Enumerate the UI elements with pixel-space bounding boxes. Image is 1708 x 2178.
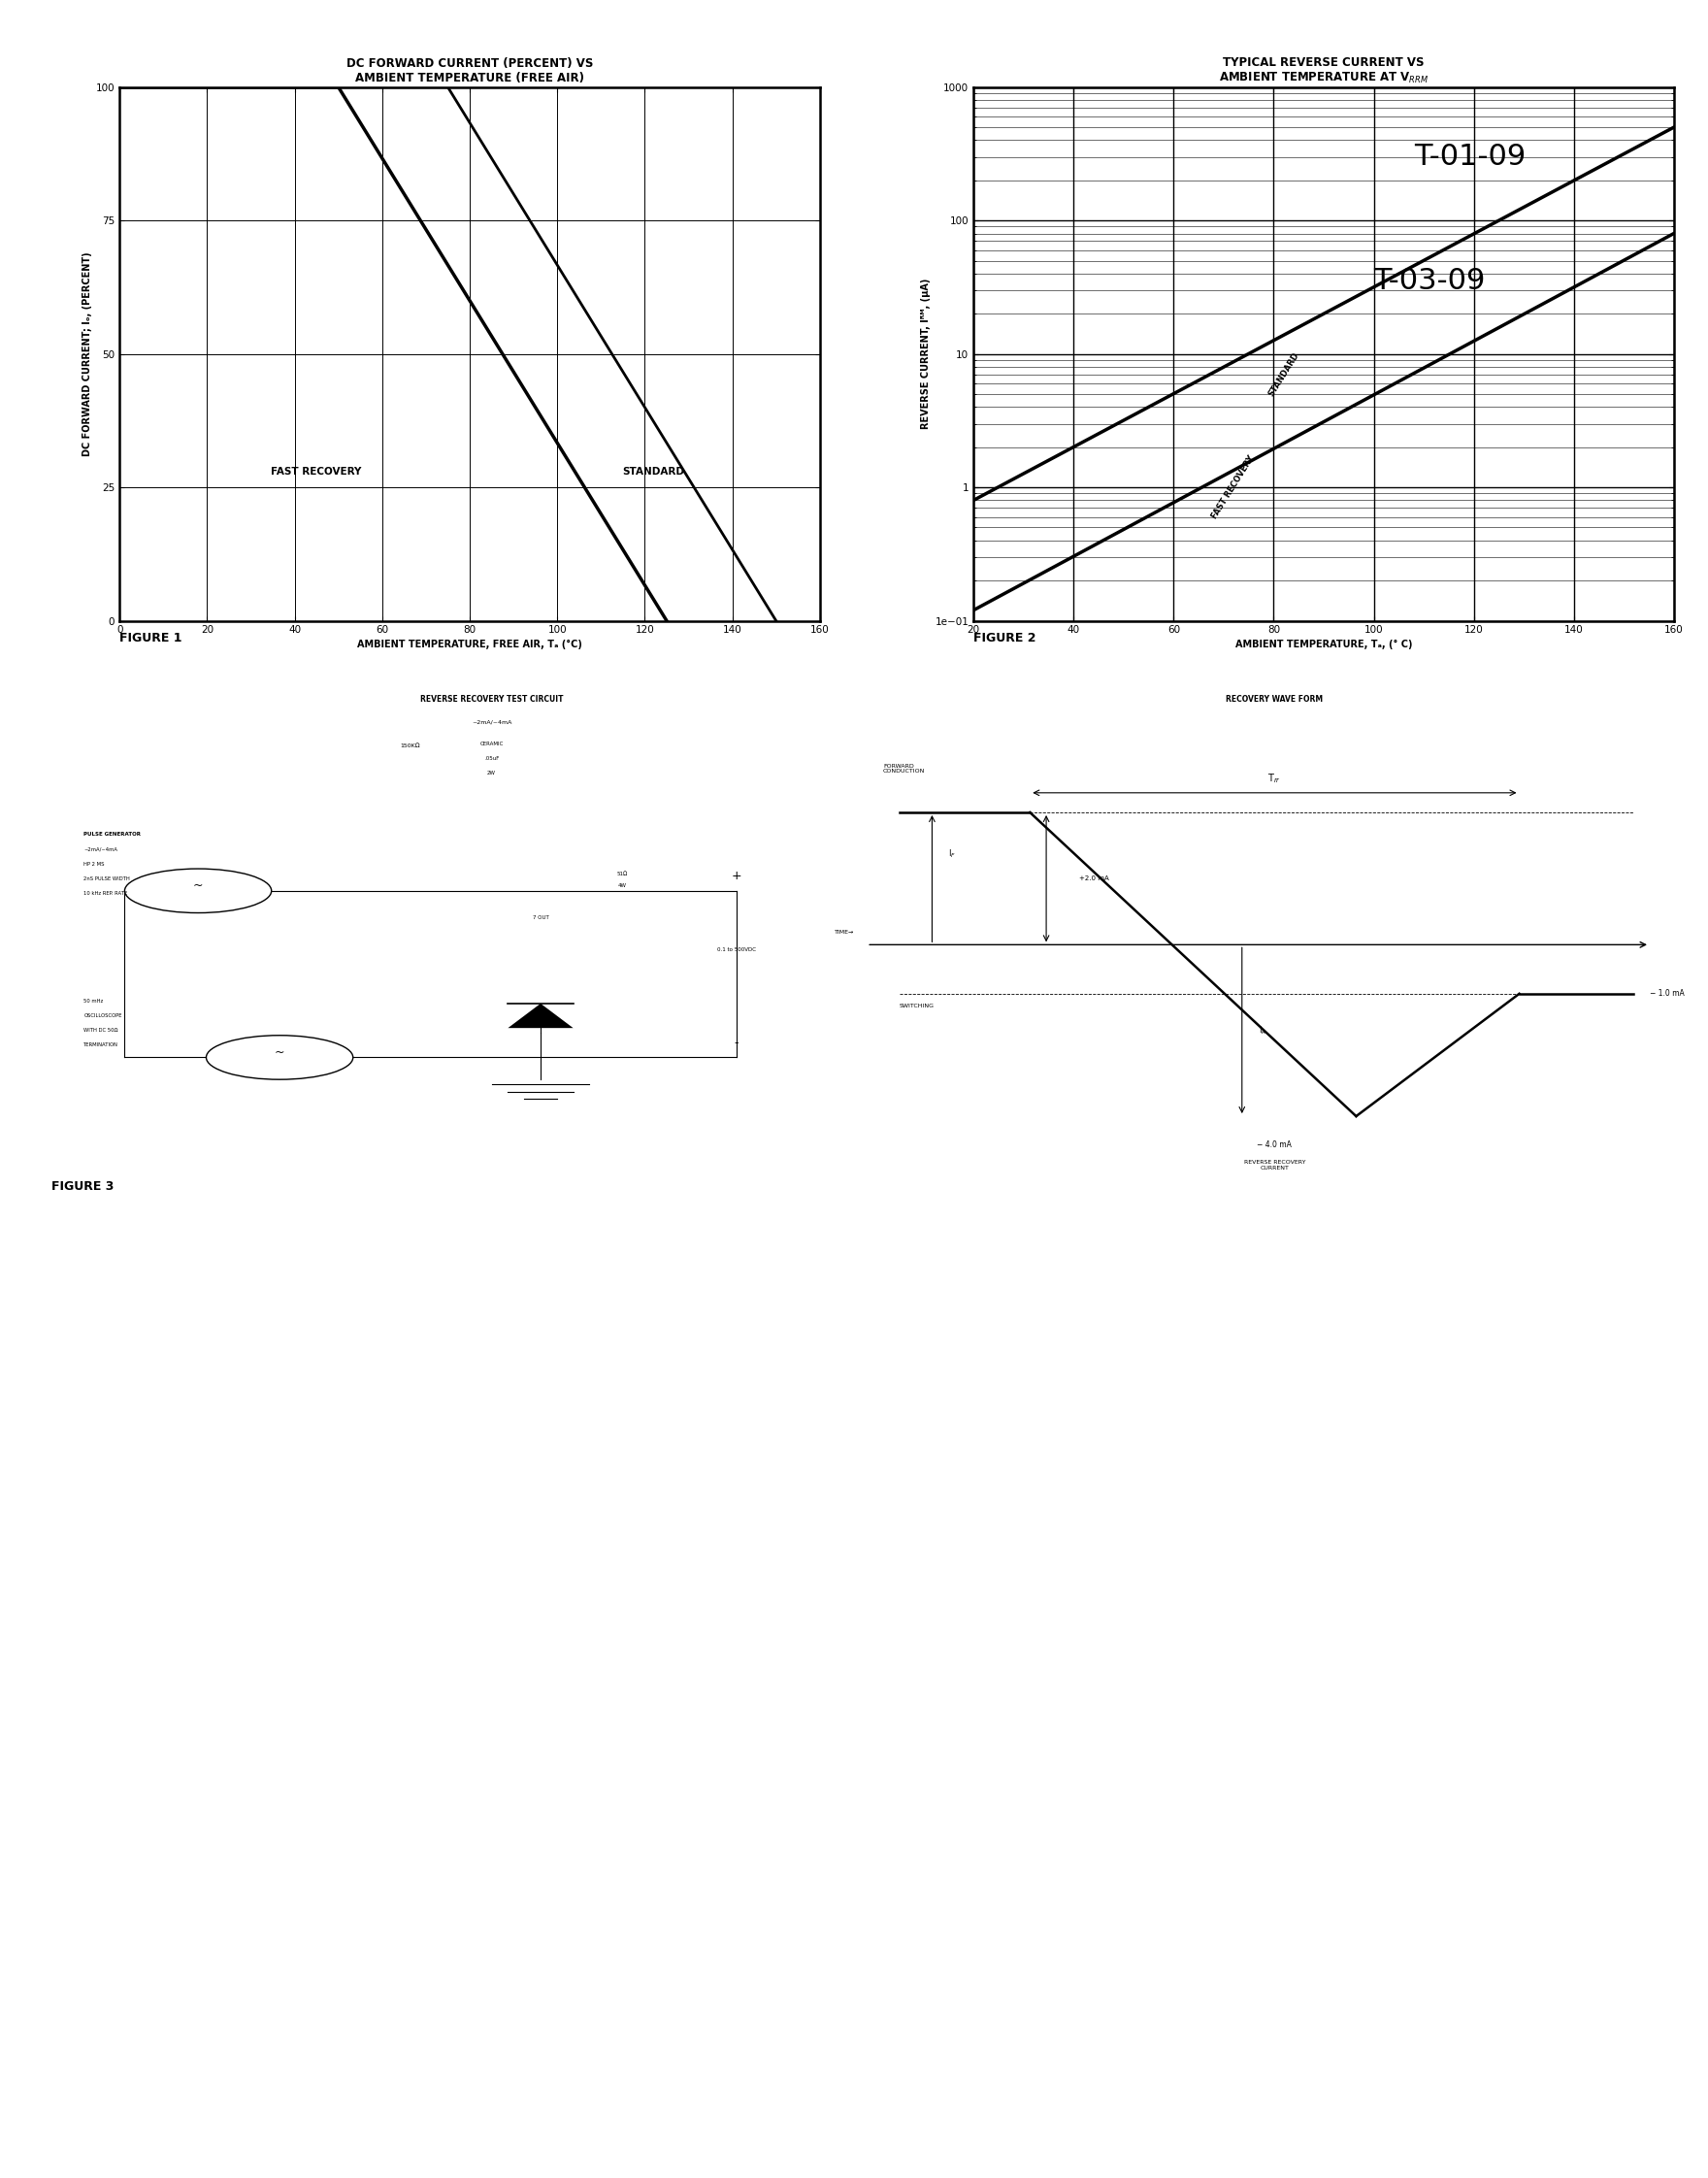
- Text: FAST RECOVERY: FAST RECOVERY: [272, 466, 362, 477]
- Text: STANDARD: STANDARD: [622, 466, 685, 477]
- Text: PULSE GENERATOR: PULSE GENERATOR: [84, 832, 142, 836]
- Text: FORWARD
CONDUCTION: FORWARD CONDUCTION: [883, 764, 926, 773]
- Text: ~2mA/~4mA: ~2mA/~4mA: [471, 719, 512, 723]
- Y-axis label: DC FORWARD CURRENT; Iₒ, (PERCENT): DC FORWARD CURRENT; Iₒ, (PERCENT): [82, 253, 92, 455]
- X-axis label: AMBIENT TEMPERATURE, FREE AIR, Tₐ (°C): AMBIENT TEMPERATURE, FREE AIR, Tₐ (°C): [357, 638, 582, 649]
- Text: − 1.0 mA: − 1.0 mA: [1650, 989, 1684, 998]
- Y-axis label: REVERSE CURRENT, Iᴿᴹ, (µA): REVERSE CURRENT, Iᴿᴹ, (µA): [921, 279, 931, 429]
- Text: − 4.0 mA: − 4.0 mA: [1257, 1141, 1291, 1150]
- Text: OSCILLOSCOPE: OSCILLOSCOPE: [84, 1013, 123, 1017]
- Text: +2.0 mA: +2.0 mA: [1079, 876, 1108, 882]
- Text: 4W: 4W: [618, 884, 627, 889]
- X-axis label: AMBIENT TEMPERATURE, Tₐ, (° C): AMBIENT TEMPERATURE, Tₐ, (° C): [1235, 638, 1413, 649]
- Text: TERMINATION: TERMINATION: [84, 1043, 118, 1048]
- Text: 0.1 to 500VDC: 0.1 to 500VDC: [717, 947, 755, 952]
- Text: .05uF: .05uF: [483, 756, 499, 760]
- Text: WITH DC 50Ω: WITH DC 50Ω: [84, 1028, 118, 1032]
- Text: REVERSE RECOVERY TEST CIRCUIT: REVERSE RECOVERY TEST CIRCUIT: [420, 695, 564, 703]
- Text: 10 kHz REP. RATE: 10 kHz REP. RATE: [84, 891, 128, 895]
- Text: 150KΩ: 150KΩ: [400, 743, 420, 749]
- Text: 2W: 2W: [487, 771, 495, 775]
- Text: STANDARD: STANDARD: [1267, 351, 1301, 399]
- Text: T$_{rr}$: T$_{rr}$: [1267, 771, 1281, 784]
- Text: RECOVERY WAVE FORM: RECOVERY WAVE FORM: [1226, 695, 1324, 703]
- Polygon shape: [507, 1004, 574, 1028]
- Text: REVERSE RECOVERY
CURRENT: REVERSE RECOVERY CURRENT: [1243, 1161, 1305, 1172]
- Text: TIME→: TIME→: [834, 930, 854, 934]
- Text: HP 2 MS: HP 2 MS: [84, 860, 104, 867]
- Title: TYPICAL REVERSE CURRENT VS
AMBIENT TEMPERATURE AT V$_{RRM}$: TYPICAL REVERSE CURRENT VS AMBIENT TEMPE…: [1220, 57, 1428, 85]
- Text: 50 mHz: 50 mHz: [84, 998, 104, 1004]
- Text: -: -: [734, 1037, 738, 1050]
- Text: I$_F$: I$_F$: [948, 847, 956, 860]
- Text: T-01-09: T-01-09: [1414, 144, 1525, 170]
- Text: +: +: [731, 869, 741, 882]
- Text: 2nS PULSE WIDTH: 2nS PULSE WIDTH: [84, 876, 130, 880]
- Text: I$_R$: I$_R$: [1259, 1024, 1266, 1037]
- Text: ~: ~: [193, 880, 203, 893]
- Text: 51Ω: 51Ω: [617, 871, 627, 876]
- Text: ~2mA/~4mA: ~2mA/~4mA: [84, 847, 118, 852]
- Text: 7 OUT: 7 OUT: [533, 915, 548, 919]
- Text: ~: ~: [275, 1045, 285, 1059]
- Text: FIGURE 1: FIGURE 1: [120, 632, 183, 645]
- Text: CERAMIC: CERAMIC: [480, 741, 504, 747]
- Title: DC FORWARD CURRENT (PERCENT) VS
AMBIENT TEMPERATURE (FREE AIR): DC FORWARD CURRENT (PERCENT) VS AMBIENT …: [347, 57, 593, 85]
- Text: FIGURE 3: FIGURE 3: [51, 1180, 114, 1194]
- Text: FIGURE 2: FIGURE 2: [974, 632, 1037, 645]
- Text: SWITCHING: SWITCHING: [900, 1004, 934, 1008]
- Text: T-03-09: T-03-09: [1373, 268, 1486, 296]
- Text: FAST RECOVERY: FAST RECOVERY: [1211, 455, 1257, 521]
